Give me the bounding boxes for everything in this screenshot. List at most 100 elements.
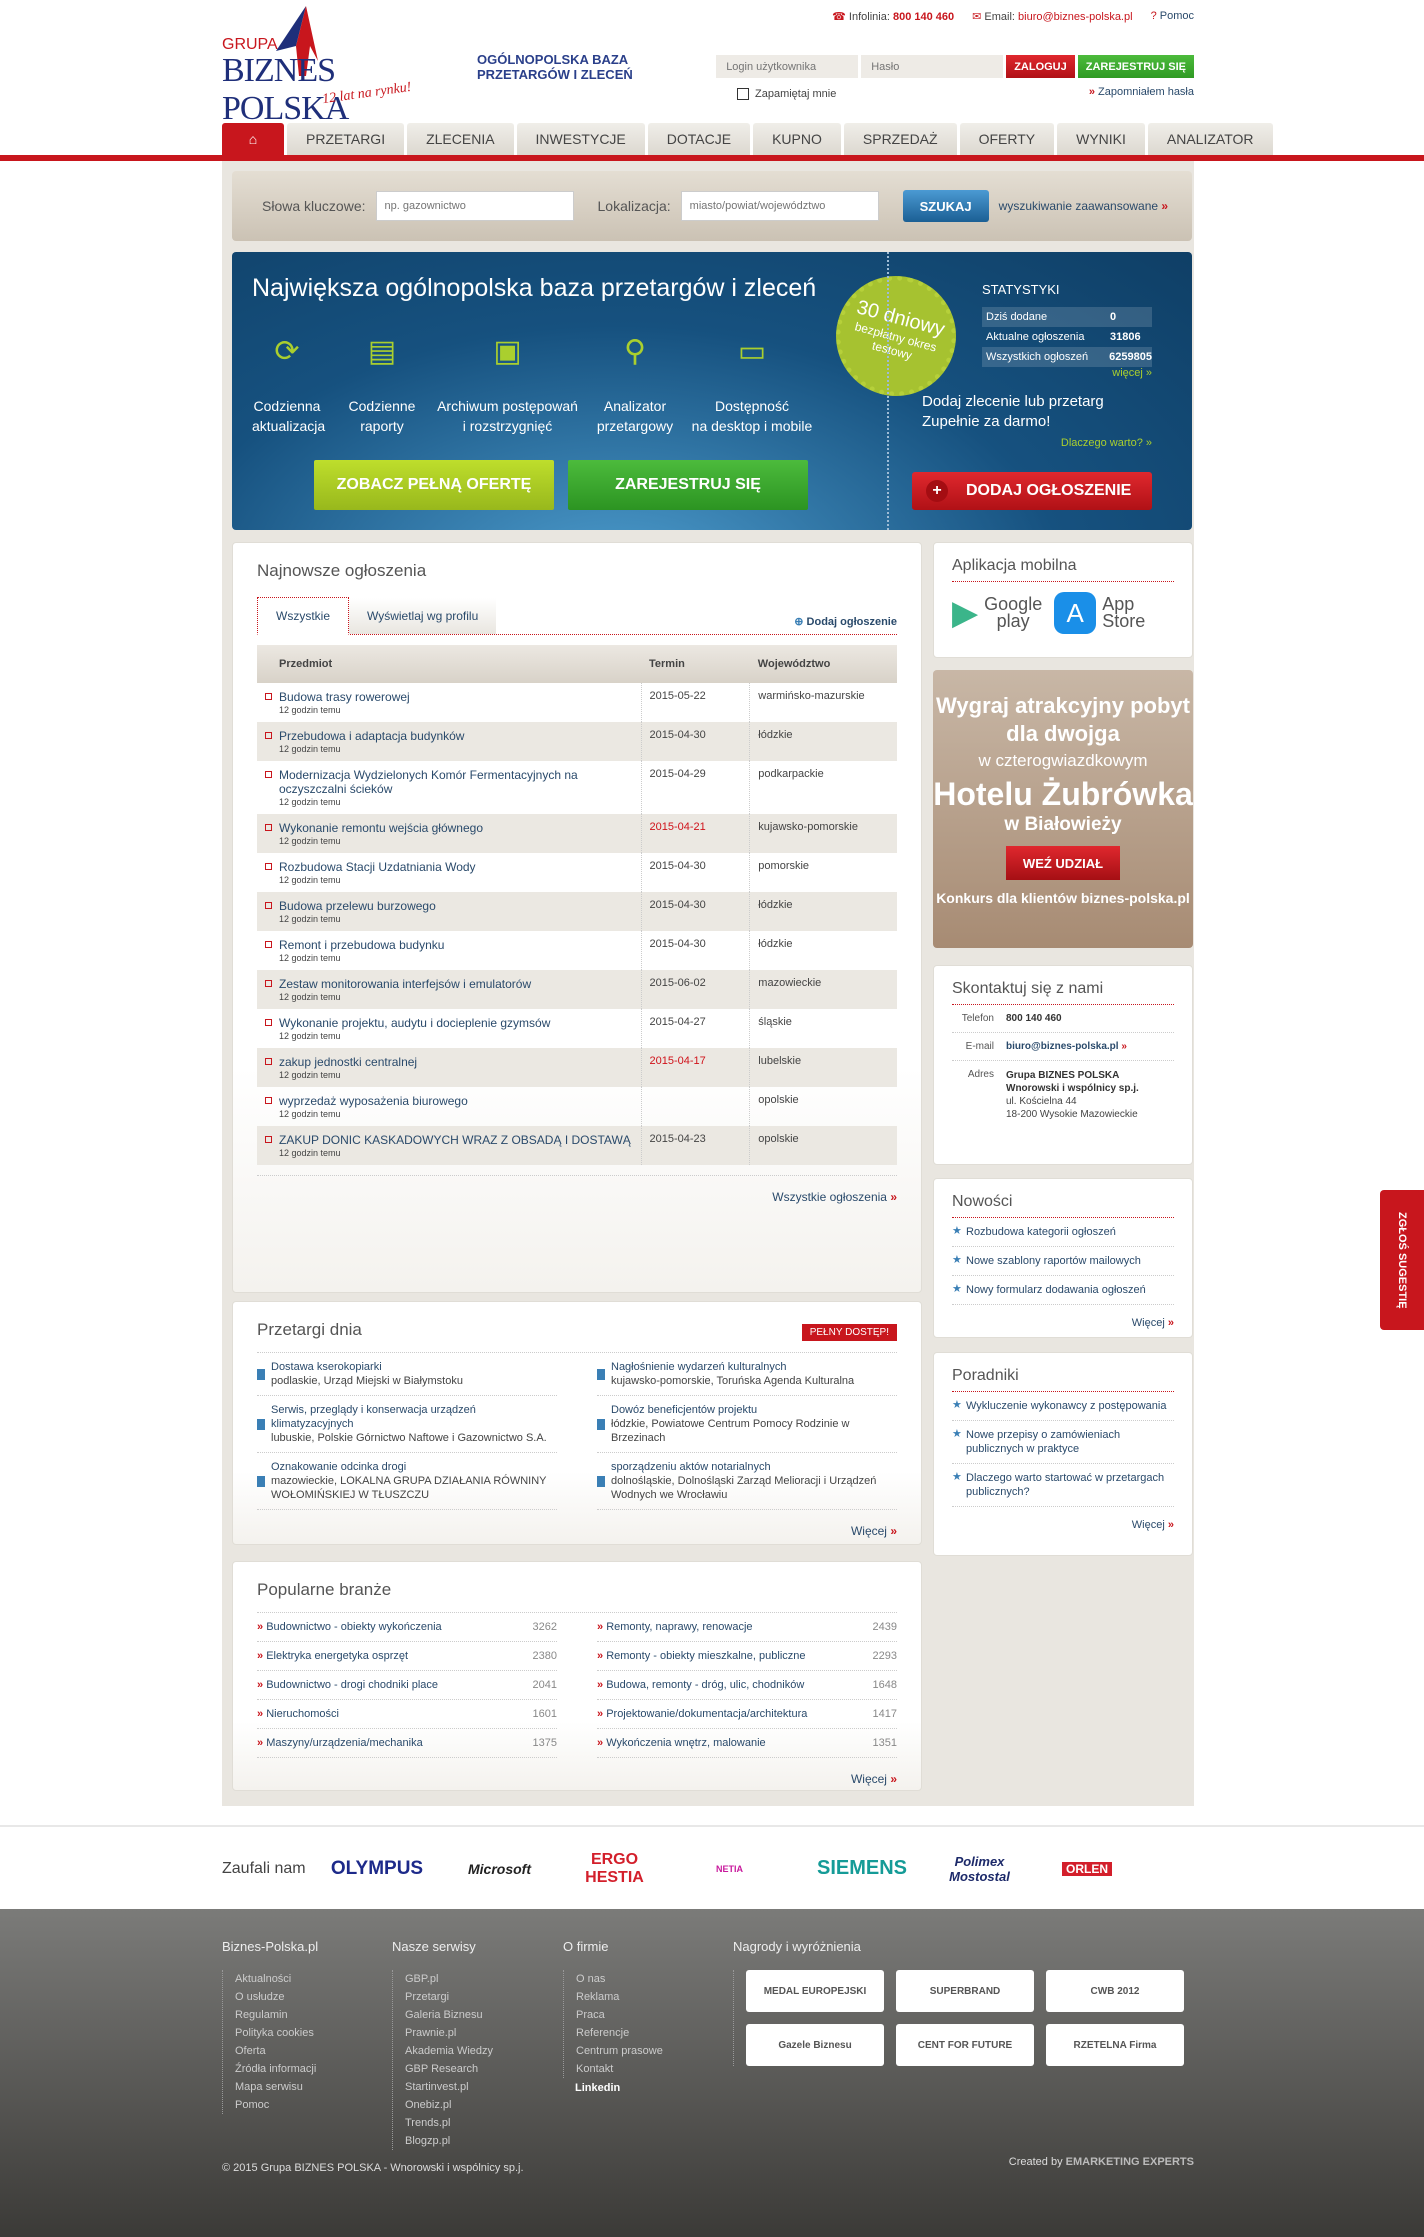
guides-item[interactable]: ★ Dlaczego warto startować w przetargach …: [952, 1464, 1174, 1507]
footer-link[interactable]: Praca: [576, 2009, 605, 2021]
help-link[interactable]: ? Pomoc: [1150, 10, 1194, 22]
table-row[interactable]: Modernizacja Wydzielonych Komór Fermenta…: [257, 761, 897, 814]
news-item[interactable]: ★ Nowy formularz dodawania ogłoszeń: [952, 1276, 1174, 1305]
branch-link[interactable]: Budownictwo - drogi chodniki place: [266, 1679, 439, 1691]
branch-item[interactable]: » Maszyny/urządzenia/mechanika 1375: [257, 1729, 557, 1758]
branch-link[interactable]: Remonty, naprawy, renowacje: [606, 1621, 753, 1633]
take-part-button[interactable]: WEŹ UDZIAŁ: [1006, 846, 1120, 880]
footer-link[interactable]: Referencje: [576, 2027, 630, 2039]
branch-link[interactable]: Projektowanie/dokumentacja/architektura: [606, 1708, 808, 1720]
all-listings-link[interactable]: Wszystkie ogłoszenia »: [772, 1190, 897, 1204]
branch-item[interactable]: » Budowa, remonty - dróg, ulic, chodnikó…: [597, 1671, 897, 1700]
table-row[interactable]: Zestaw monitorowania interfejsów i emula…: [257, 970, 897, 1009]
footer-link[interactable]: Centrum prasowe: [576, 2045, 663, 2057]
footer-link[interactable]: Startinvest.pl: [405, 2081, 469, 2093]
keywords-input[interactable]: [375, 191, 574, 221]
hero-register-button[interactable]: ZAREJESTRUJ SIĘ: [568, 460, 808, 510]
nav-oferty[interactable]: OFERTY: [959, 123, 1055, 155]
branch-item[interactable]: » Projektowanie/dokumentacja/architektur…: [597, 1700, 897, 1729]
stats-more-link[interactable]: więcej »: [1112, 367, 1152, 379]
password-input[interactable]: [861, 55, 1004, 78]
tender-link[interactable]: Dostawa kserokopiarki: [271, 1361, 382, 1373]
table-row[interactable]: Przebudowa i adaptacja budynków 12 godzin…: [257, 722, 897, 761]
search-button[interactable]: SZUKAJ: [902, 190, 989, 222]
footer-link[interactable]: Akademia Wiedzy: [405, 2045, 494, 2057]
listing-link[interactable]: Wykonanie remontu wejścia głównego: [279, 821, 483, 835]
nav-przetargi[interactable]: PRZETARGI: [287, 123, 405, 155]
table-row[interactable]: ZAKUP DONIC KASKADOWYCH WRAZ Z OBSADĄ I …: [257, 1126, 897, 1165]
listing-link[interactable]: Przebudowa i adaptacja budynków: [279, 729, 465, 743]
contest-banner[interactable]: Wygraj atrakcyjny pobyt dla dwojga w czt…: [933, 670, 1193, 948]
footer-link[interactable]: Trends.pl: [405, 2117, 451, 2129]
listing-link[interactable]: Remont i przebudowa budynku: [279, 938, 445, 952]
login-button[interactable]: ZALOGUJ: [1006, 55, 1075, 78]
tab-by-profile[interactable]: Wyświetlaj wg profilu: [349, 598, 497, 634]
listing-link[interactable]: Modernizacja Wydzielonych Komór Fermenta…: [279, 768, 578, 796]
news-item[interactable]: ★ Nowe szablony raportów mailowych: [952, 1247, 1174, 1276]
branch-item[interactable]: » Nieruchomości 1601: [257, 1700, 557, 1729]
branch-item[interactable]: » Budownictwo - obiekty wykończenia 3262: [257, 1613, 557, 1642]
footer-link[interactable]: Regulamin: [235, 2009, 288, 2021]
footer-link[interactable]: Galeria Biznesu: [405, 2009, 483, 2021]
listing-link[interactable]: Wykonanie projektu, audytu i docieplenie…: [279, 1016, 551, 1030]
more-link[interactable]: Więcej »: [1131, 1519, 1174, 1531]
nav-kupno[interactable]: KUPNO: [753, 123, 841, 155]
branch-item[interactable]: » Budownictwo - drogi chodniki place 2041: [257, 1671, 557, 1700]
tender-link[interactable]: sporządzeniu aktów notarialnych: [611, 1461, 771, 1473]
email-link[interactable]: biuro@biznes-polska.pl: [1006, 1041, 1119, 1052]
listing-link[interactable]: Zestaw monitorowania interfejsów i emula…: [279, 977, 532, 991]
listing-link[interactable]: wyprzedaż wyposażenia biurowego: [279, 1094, 468, 1108]
suggestion-tab[interactable]: ZGŁOŚ SUGESTIĘ: [1380, 1190, 1424, 1330]
location-input[interactable]: [680, 191, 879, 221]
nav-dotacje[interactable]: DOTACJE: [647, 123, 751, 155]
branch-item[interactable]: » Wykończenia wnętrz, malowanie 1351: [597, 1729, 897, 1758]
table-row[interactable]: Budowa przelewu burzowego 12 godzin temu 2…: [257, 892, 897, 931]
nav-inwestycje[interactable]: INWESTYCJE: [516, 123, 645, 155]
footer-link[interactable]: Mapa serwisu: [235, 2081, 303, 2093]
listing-link[interactable]: Budowa przelewu burzowego: [279, 899, 436, 913]
more-link[interactable]: Więcej »: [1131, 1317, 1174, 1329]
news-item[interactable]: ★ Rozbudowa kategorii ogłoszeń: [952, 1218, 1174, 1247]
linkedin-link[interactable]: Linkedin: [575, 2082, 621, 2094]
table-row[interactable]: wyprzedaż wyposażenia biurowego 12 godzin…: [257, 1087, 897, 1126]
table-row[interactable]: Wykonanie projektu, audytu i docieplenie…: [257, 1009, 897, 1048]
why-link[interactable]: Dlaczego warto? »: [1060, 437, 1152, 449]
guides-item[interactable]: ★ Wykluczenie wykonawcy z postępowania: [952, 1392, 1174, 1421]
logo[interactable]: GRUPA BIZNES POLSKA 12 lat na rynku!: [222, 6, 432, 127]
checkbox[interactable]: [737, 88, 749, 100]
nav-analizator[interactable]: ANALIZATOR: [1147, 123, 1273, 155]
tender-link[interactable]: Nagłośnienie wydarzeń kulturalnych: [611, 1361, 787, 1373]
tab-all[interactable]: Wszystkie: [257, 597, 349, 635]
advanced-search-link[interactable]: wyszukiwanie zaawansowane »: [998, 199, 1169, 213]
email-link[interactable]: biuro@biznes-polska.pl: [1018, 11, 1133, 23]
created-by[interactable]: Created by EMARKETING EXPERTS: [1008, 2156, 1194, 2168]
full-access-badge[interactable]: PEŁNY DOSTĘP!: [801, 1324, 897, 1341]
tender-link[interactable]: Oznakowanie odcinka drogi: [271, 1461, 407, 1473]
listing-link[interactable]: zakup jednostki centralnej: [279, 1055, 418, 1069]
listing-link[interactable]: ZAKUP DONIC KASKADOWYCH WRAZ Z OBSADĄ I …: [279, 1133, 631, 1147]
footer-link[interactable]: O nas: [576, 1973, 606, 1985]
nav-home[interactable]: ⌂: [222, 123, 284, 155]
nav-zlecenia[interactable]: ZLECENIA: [407, 123, 514, 155]
nav-sprzedaz[interactable]: SPRZEDAŻ: [843, 123, 957, 155]
branch-link[interactable]: Maszyny/urządzenia/mechanika: [266, 1737, 423, 1749]
footer-link[interactable]: Kontakt: [576, 2063, 614, 2075]
app-store-link[interactable]: A App Store: [1054, 592, 1145, 634]
footer-link[interactable]: Blogzp.pl: [405, 2135, 451, 2147]
branch-item[interactable]: » Remonty, naprawy, renowacje 2439: [597, 1613, 897, 1642]
footer-link[interactable]: O usłudze: [235, 1991, 285, 2003]
nav-wyniki[interactable]: WYNIKI: [1057, 123, 1145, 155]
table-row[interactable]: Rozbudowa Stacji Uzdatniania Wody 12 godz…: [257, 853, 897, 892]
branch-link[interactable]: Wykończenia wnętrz, malowanie: [606, 1737, 766, 1749]
remember-me-checkbox[interactable]: Zapamiętaj mnie: [737, 88, 836, 100]
listing-link[interactable]: Rozbudowa Stacji Uzdatniania Wody: [279, 860, 476, 874]
footer-link[interactable]: Onebiz.pl: [405, 2099, 452, 2111]
login-input[interactable]: [716, 55, 859, 78]
more-link[interactable]: Więcej »: [850, 1524, 897, 1538]
footer-link[interactable]: Pomoc: [235, 2099, 270, 2111]
footer-link[interactable]: Prawnie.pl: [405, 2027, 457, 2039]
branch-link[interactable]: Budowa, remonty - dróg, ulic, chodników: [606, 1679, 805, 1691]
footer-link[interactable]: Przetargi: [405, 1991, 450, 2003]
more-link[interactable]: Więcej »: [850, 1772, 897, 1786]
full-offer-button[interactable]: ZOBACZ PEŁNĄ OFERTĘ: [314, 460, 554, 510]
